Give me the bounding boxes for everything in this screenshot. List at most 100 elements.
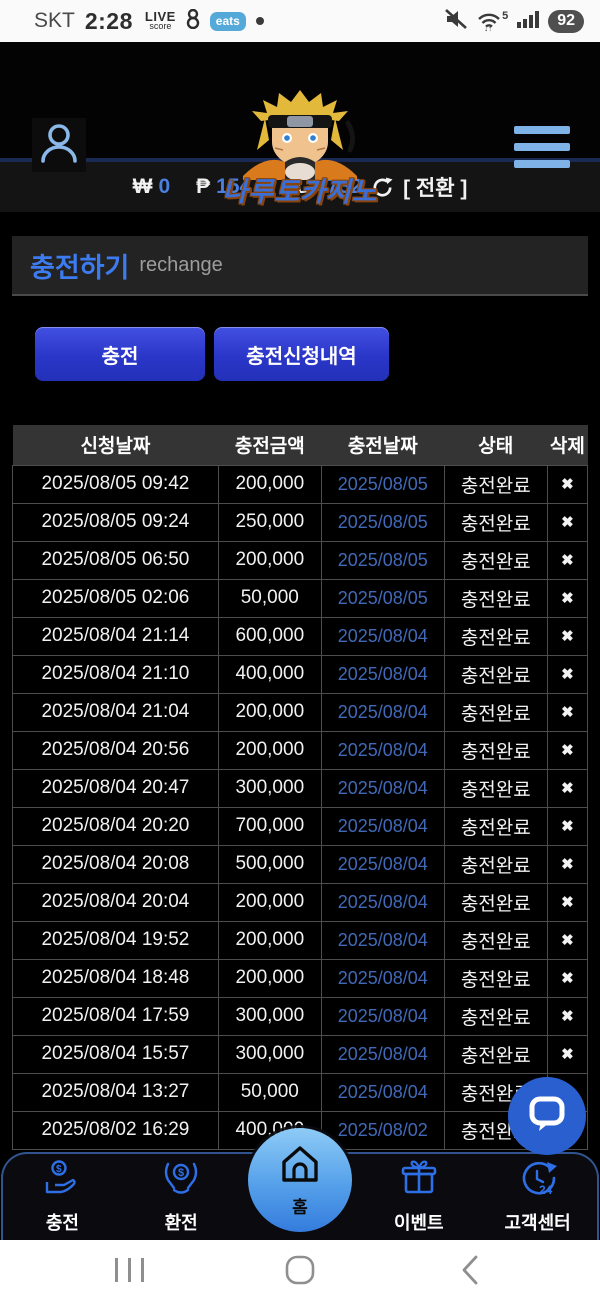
mute-icon xyxy=(444,8,468,35)
won-value: 0 xyxy=(158,175,171,198)
recents-button[interactable] xyxy=(100,1240,160,1300)
nav-item-exchange[interactable]: $ 환전 xyxy=(126,1160,236,1235)
table-row: 2025/08/04 20:20 700,000 2025/08/04 충전완료… xyxy=(12,806,589,846)
header-charge-date: 충전날짜 xyxy=(321,425,445,465)
svg-text:↓↑: ↓↑ xyxy=(484,24,492,32)
nav-item-event[interactable]: 이벤트 xyxy=(364,1160,474,1235)
charge-date-cell: 2025/08/04 xyxy=(320,806,445,846)
request-date-cell: 2025/08/05 09:42 xyxy=(12,464,219,504)
delete-button[interactable]: ✖ xyxy=(546,768,589,808)
site-logo[interactable]: 나루토카지노 xyxy=(222,177,378,207)
delete-button[interactable]: ✖ xyxy=(546,882,589,922)
amount-cell: 50,000 xyxy=(217,1072,322,1112)
charge-date-cell: 2025/08/04 xyxy=(320,692,445,732)
svg-text:$: $ xyxy=(56,1164,62,1175)
header-request-date: 신청날짜 xyxy=(12,425,219,465)
amount-cell: 200,000 xyxy=(217,692,322,732)
won-symbol: ₩ xyxy=(132,175,153,198)
table-body: 2025/08/05 09:42 200,000 2025/08/05 충전완료… xyxy=(12,464,589,1150)
request-date-cell: 2025/08/04 20:47 xyxy=(12,768,219,808)
delete-button[interactable]: ✖ xyxy=(546,578,589,618)
home-button[interactable] xyxy=(270,1240,330,1300)
charge-button[interactable]: 충전 xyxy=(35,327,205,381)
request-date-cell: 2025/08/04 20:20 xyxy=(12,806,219,846)
status-cell: 충전완료 xyxy=(443,692,548,732)
amount-cell: 200,000 xyxy=(217,464,322,504)
table-row: 2025/08/04 21:14 600,000 2025/08/04 충전완료… xyxy=(12,616,589,656)
convert-button[interactable]: [ 전환 ] xyxy=(403,177,468,200)
hamburger-menu-button[interactable] xyxy=(514,126,570,168)
more-notifications-dot xyxy=(255,17,264,25)
amount-cell: 200,000 xyxy=(217,882,322,922)
charge-date-cell: 2025/08/05 xyxy=(320,464,445,504)
nav-item-support[interactable]: 24 고객센터 xyxy=(483,1160,593,1235)
wifi-icon: ↓↑ 5 xyxy=(476,10,508,32)
table-row: 2025/08/05 09:42 200,000 2025/08/05 충전완료… xyxy=(12,464,589,504)
coupon-value: 732 xyxy=(327,175,363,198)
header-amount: 충전금액 xyxy=(218,425,322,465)
clock: 2:28 xyxy=(84,7,133,34)
delete-button[interactable]: ✖ xyxy=(546,996,589,1036)
charge-date-cell: 2025/08/04 xyxy=(320,654,445,694)
nav-item-charge[interactable]: $ 충전 xyxy=(7,1159,117,1235)
table-row: 2025/08/04 15:57 300,000 2025/08/04 충전완료… xyxy=(12,1034,589,1074)
amount-cell: 400,000 xyxy=(217,654,322,694)
nav-item-home[interactable]: 홈 xyxy=(248,1128,352,1232)
table-row: 2025/08/05 06:50 200,000 2025/08/05 충전완료… xyxy=(12,540,589,580)
request-date-cell: 2025/08/02 16:29 xyxy=(12,1110,219,1150)
request-date-cell: 2025/08/04 18:48 xyxy=(12,958,219,998)
charge-date-cell: 2025/08/04 xyxy=(320,920,445,960)
charge-date-cell: 2025/08/05 xyxy=(320,540,445,580)
table-row: 2025/08/04 20:56 200,000 2025/08/04 충전완료… xyxy=(12,730,589,770)
signal-icon xyxy=(516,9,540,34)
charge-date-cell: 2025/08/04 xyxy=(320,882,445,922)
table-header-row: 신청날짜 충전금액 충전날짜 상태 삭제 xyxy=(12,425,588,465)
delete-button[interactable]: ✖ xyxy=(546,692,589,732)
delete-button[interactable]: ✖ xyxy=(546,616,589,656)
svg-text:$: $ xyxy=(178,1167,184,1179)
won-balance: ₩ 0 xyxy=(133,175,171,199)
delete-button[interactable]: ✖ xyxy=(546,844,589,884)
amount-cell: 200,000 xyxy=(217,540,322,580)
charge-date-cell: 2025/08/04 xyxy=(320,616,445,656)
delete-button[interactable]: ✖ xyxy=(546,540,589,580)
status-cell: 충전완료 xyxy=(443,958,548,998)
charge-date-cell: 2025/08/05 xyxy=(320,578,445,618)
back-button[interactable] xyxy=(440,1240,500,1300)
request-date-cell: 2025/08/04 20:56 xyxy=(12,730,219,770)
carrier-label: SKT xyxy=(34,9,75,32)
delete-button[interactable]: ✖ xyxy=(546,958,589,998)
table-row: 2025/08/04 18:48 200,000 2025/08/04 충전완료… xyxy=(12,958,589,998)
header-status: 상태 xyxy=(444,425,548,465)
charge-history-table: 신청날짜 충전금액 충전날짜 상태 삭제 2025/08/05 09:42 20… xyxy=(12,425,589,1150)
status-bar: SKT 2:28 LIVE score eats ↓↑ 5 92 xyxy=(0,0,600,42)
delete-button[interactable]: ✖ xyxy=(546,806,589,846)
charge-history-button[interactable]: 충전신청내역 xyxy=(214,327,389,381)
refresh-balance-button[interactable] xyxy=(371,176,394,199)
status-cell: 충전완료 xyxy=(443,464,548,504)
table-row: 2025/08/04 20:47 300,000 2025/08/04 충전완료… xyxy=(12,768,589,808)
support-24h-icon: 24 xyxy=(517,1160,559,1203)
status-cell: 충전완료 xyxy=(443,806,548,846)
amount-cell: 200,000 xyxy=(217,730,322,770)
delete-button[interactable]: ✖ xyxy=(546,1034,589,1074)
hamburger-icon xyxy=(514,126,570,134)
app-notification-icon xyxy=(186,8,200,34)
delete-button[interactable]: ✖ xyxy=(546,464,589,504)
status-cell: 충전완료 xyxy=(443,654,548,694)
delete-button[interactable]: ✖ xyxy=(546,920,589,960)
request-date-cell: 2025/08/04 20:08 xyxy=(12,844,219,884)
amount-cell: 600,000 xyxy=(217,616,322,656)
delete-button[interactable]: ✖ xyxy=(546,654,589,694)
table-row: 2025/08/05 02:06 50,000 2025/08/05 충전완료 … xyxy=(12,578,589,618)
request-date-cell: 2025/08/04 21:04 xyxy=(12,692,219,732)
live-chat-button[interactable] xyxy=(508,1077,586,1155)
request-date-cell: 2025/08/04 17:59 xyxy=(12,996,219,1036)
delete-button[interactable]: ✖ xyxy=(546,730,589,770)
delete-button[interactable]: ✖ xyxy=(546,502,589,542)
nav-label: 환전 xyxy=(164,1212,198,1233)
profile-button[interactable] xyxy=(32,118,86,172)
page-subtitle: rechange xyxy=(139,253,223,276)
amount-cell: 700,000 xyxy=(217,806,322,846)
